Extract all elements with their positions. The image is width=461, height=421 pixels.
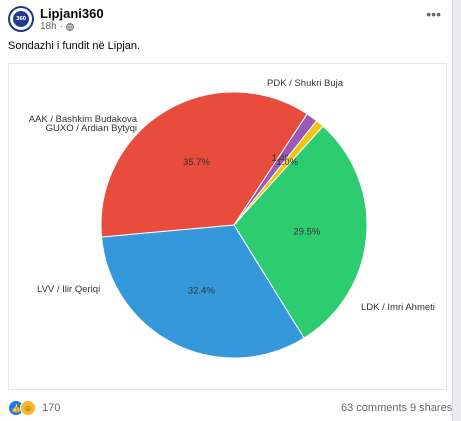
reaction-count: 170 <box>42 402 61 414</box>
comments-count[interactable]: 63 comments <box>341 402 408 414</box>
slice-percent-label: 1.0% <box>276 157 298 168</box>
lipjani360-logo-icon: 360 <box>13 11 29 27</box>
poll-chart[interactable]: 29.5% PDK / Shukri Buja 32.4% LDK / Imri Ah… <box>8 63 447 390</box>
pie-chart: 29.5% PDK / Shukri Buja 32.4% LDK / Imri Ah… <box>29 78 435 359</box>
post-footer: 👍 ☺ 170 63 comments 9 shares <box>0 395 453 421</box>
slice-percent-label: 32.4% <box>188 285 215 296</box>
pie-slice-aak <box>233 120 324 226</box>
globe-icon[interactable] <box>66 22 74 31</box>
slice-percent-label: 29.5% <box>293 227 320 238</box>
post-time[interactable]: 18h <box>40 21 57 32</box>
post-header: 360 Lipjani360 18h · ••• <box>0 0 453 34</box>
slice-category-label: GUXO / Ardian Bytyqi <box>46 123 137 134</box>
page-name[interactable]: Lipjani360 <box>40 6 104 21</box>
slice-category-label: LVV / Ilir Qeriqi <box>37 284 100 295</box>
post-meta: 18h · <box>40 21 74 32</box>
more-horizontal-icon[interactable]: ••• <box>426 6 441 22</box>
slice-category-label: AAK / Bashkim Budakova <box>29 114 138 125</box>
slice-percent-label: 35.7% <box>183 157 210 168</box>
slice-percent-label: 1.4% <box>272 153 294 164</box>
pie-slice-pdk <box>233 125 368 339</box>
page-avatar[interactable]: 360 <box>8 6 34 32</box>
post-caption: Sondazhi i fundit në Lipjan. <box>8 40 141 52</box>
pie-slice-lvv <box>100 91 308 238</box>
pie-slice-ldk <box>100 224 305 359</box>
shares-count[interactable]: 9 shares <box>410 402 453 414</box>
slice-category-label: PDK / Shukri Buja <box>267 78 344 89</box>
haha-icon: ☺ <box>20 400 36 416</box>
meta-separator: · <box>59 21 64 32</box>
slice-category-label: LDK / Imri Ahmeti <box>361 302 435 313</box>
reactions-summary[interactable]: 👍 ☺ 170 <box>8 400 60 416</box>
